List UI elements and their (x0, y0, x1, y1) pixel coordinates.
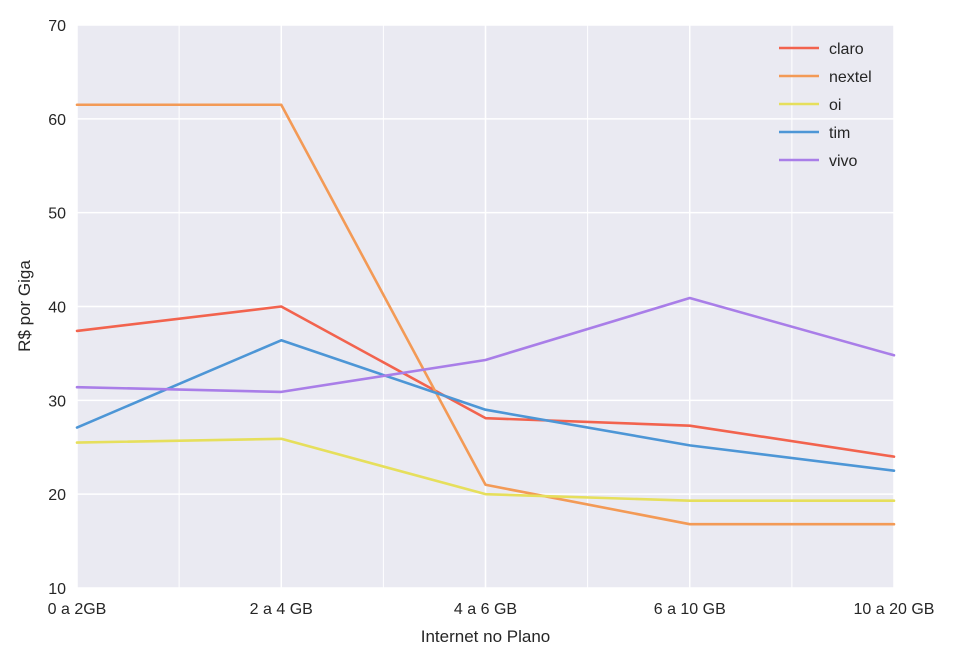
series-line-tim (75, 338, 896, 473)
y-tick-label-3: 40 (48, 300, 66, 317)
y-tick-label-4: 50 (48, 206, 66, 223)
legend-label-vivo: vivo (829, 153, 858, 170)
legend-item-vivo: vivo (779, 153, 858, 170)
y-tick-labels: 10 20 30 40 50 60 70 (48, 18, 66, 598)
legend-label-claro: claro (829, 41, 864, 58)
x-tick-label-0: 0 a 2GB (48, 601, 107, 618)
legend-item-tim: tim (779, 125, 850, 142)
y-tick-label-0: 10 (48, 581, 66, 598)
legend-item-oi: oi (779, 97, 841, 114)
series-line-claro (75, 305, 896, 458)
legend-item-claro: claro (779, 41, 864, 58)
x-axis-label: Internet no Plano (421, 627, 550, 646)
y-axis-label: R$ por Giga (15, 260, 34, 352)
legend: claro nextel oi tim vivo (779, 41, 872, 170)
y-tick-label-5: 60 (48, 112, 66, 129)
legend-label-tim: tim (829, 125, 850, 142)
x-tick-label-4: 10 a 20 GB (854, 601, 935, 618)
series-line-nextel (75, 103, 896, 526)
x-tick-label-3: 6 a 10 GB (654, 601, 726, 618)
legend-label-oi: oi (829, 97, 841, 114)
x-tick-labels: 0 a 2GB 2 a 4 GB 4 a 6 GB 6 a 10 GB 10 a 20 … (48, 601, 935, 618)
series-lines (75, 103, 896, 526)
legend-label-nextel: nextel (829, 69, 872, 86)
y-tick-label-6: 70 (48, 18, 66, 35)
series-line-vivo (75, 296, 896, 394)
legend-item-nextel: nextel (779, 69, 872, 86)
y-tick-label-1: 20 (48, 487, 66, 504)
x-tick-label-2: 4 a 6 GB (454, 601, 517, 618)
y-tick-label-2: 30 (48, 393, 66, 410)
x-tick-label-1: 2 a 4 GB (250, 601, 313, 618)
series-line-oi (75, 437, 896, 503)
